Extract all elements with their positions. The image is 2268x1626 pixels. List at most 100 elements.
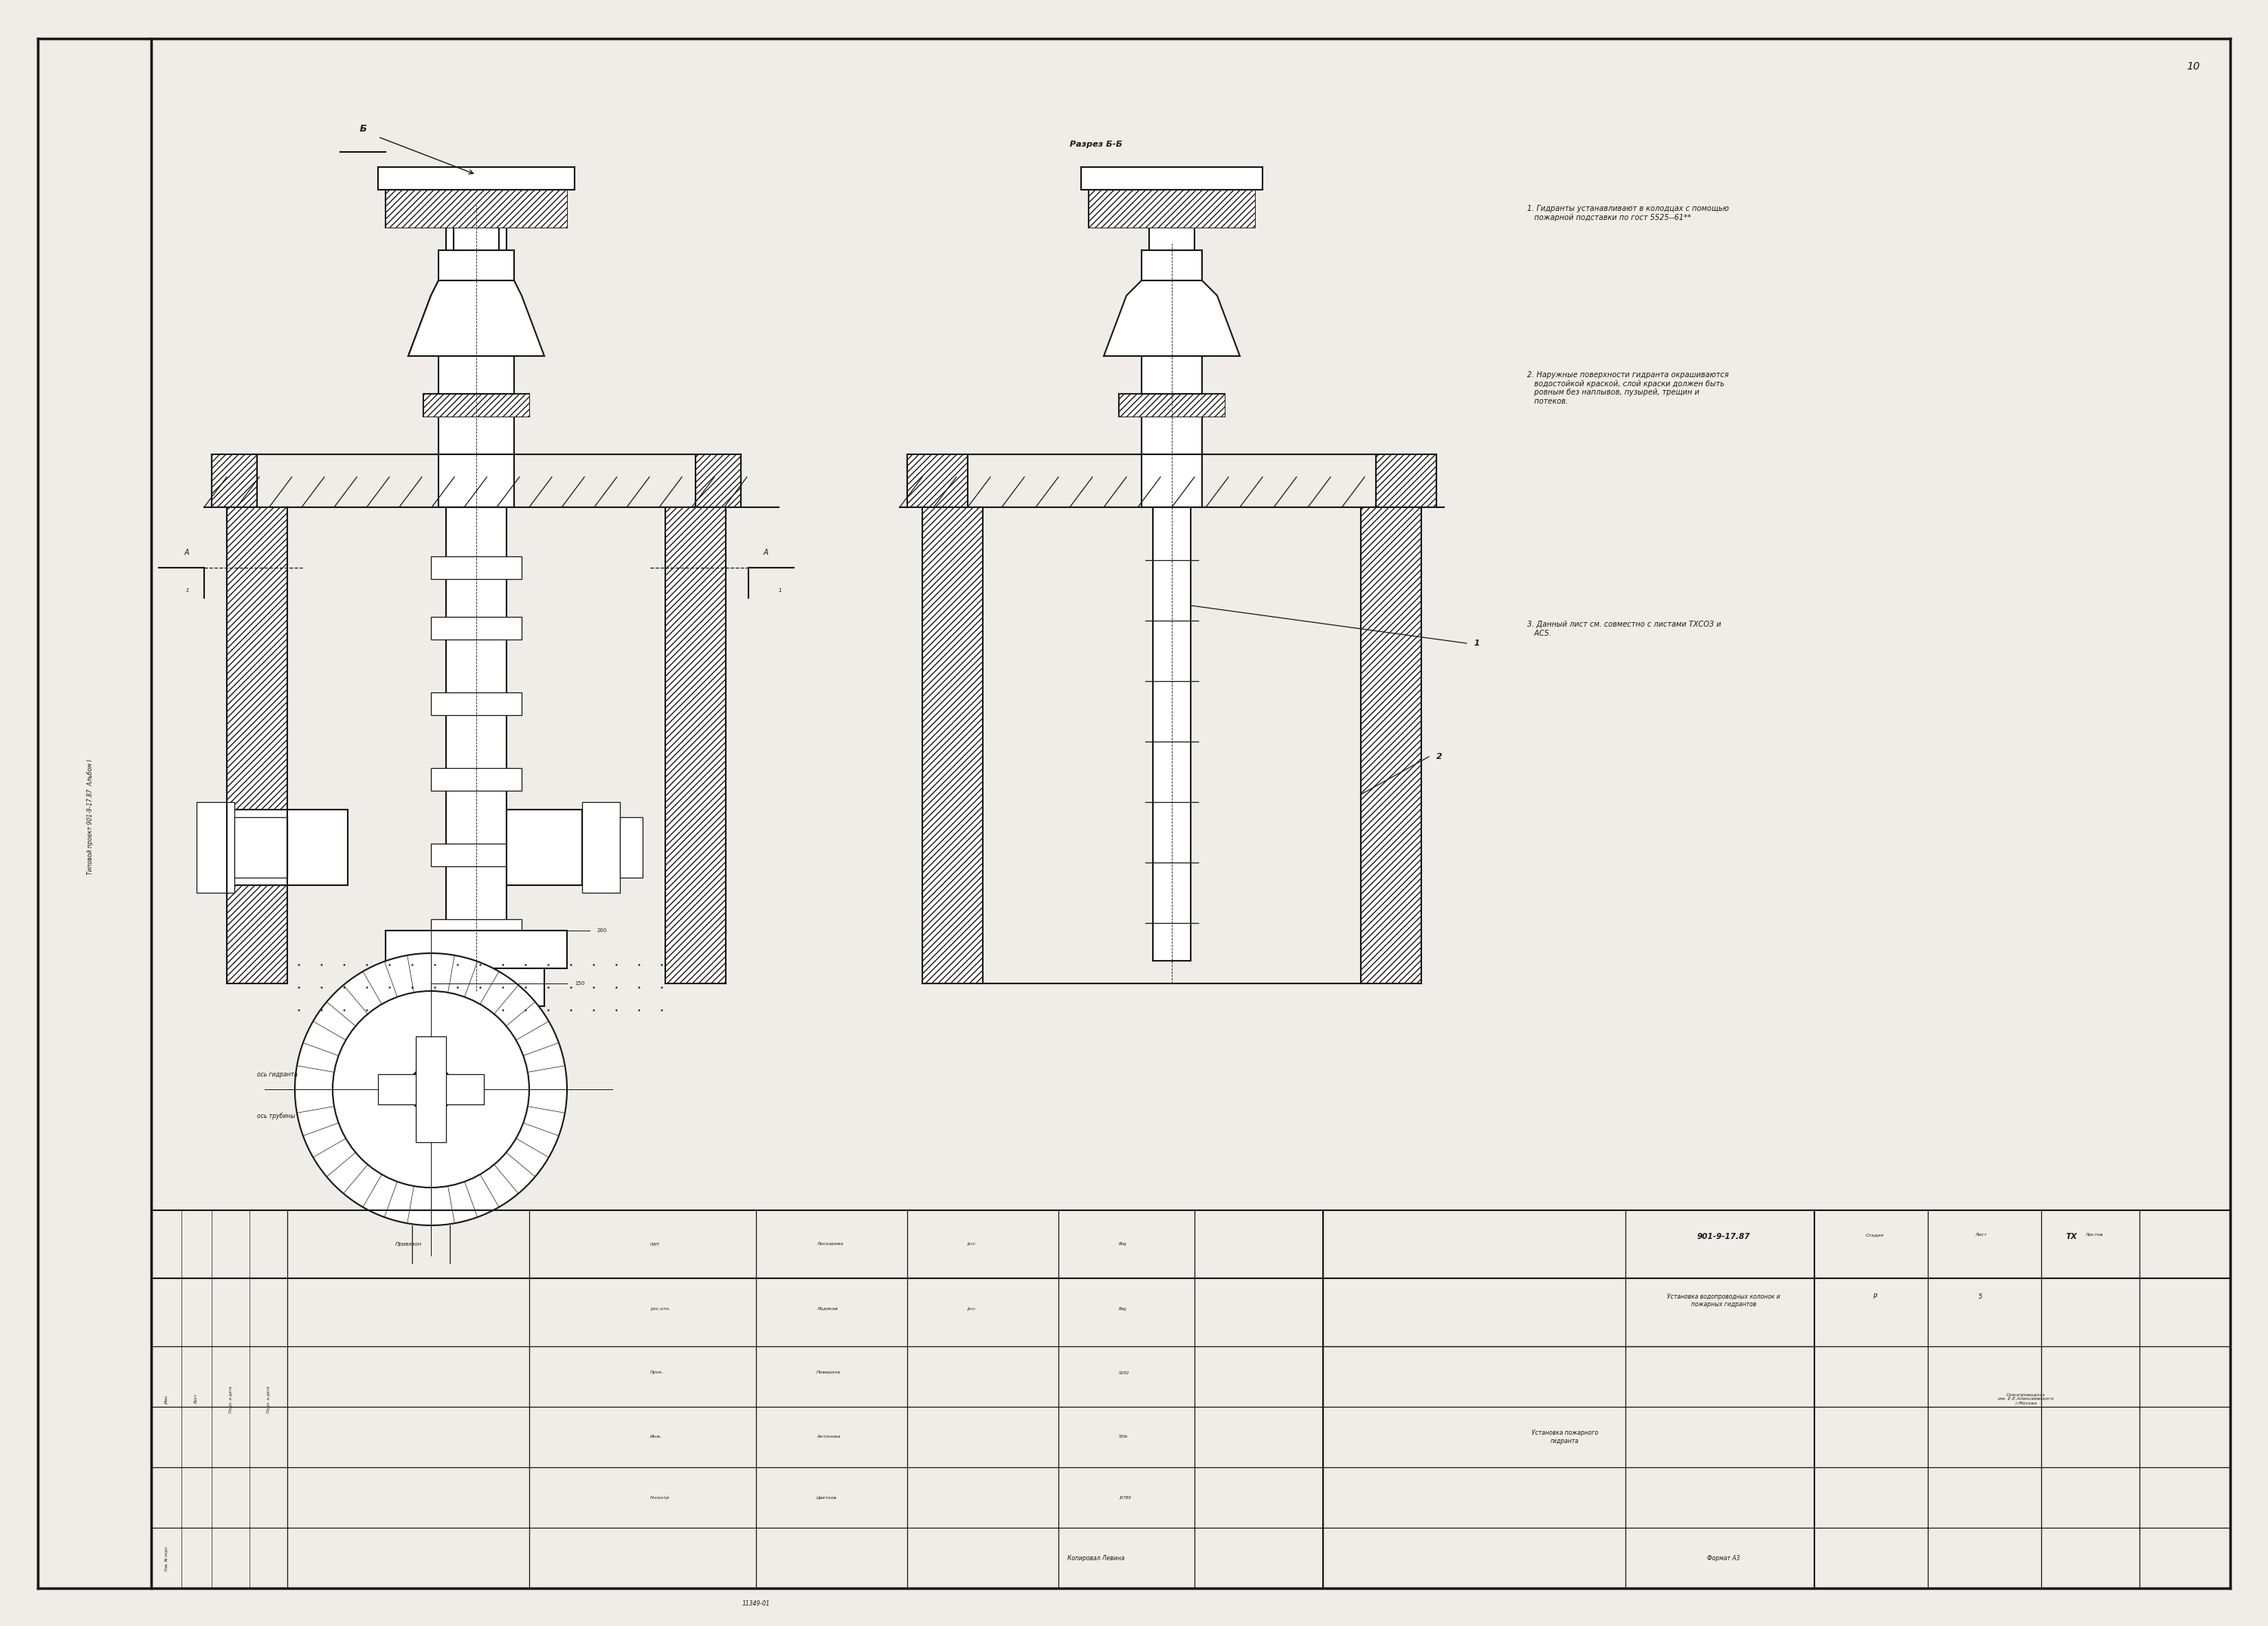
Text: Подп. и дата: Подп. и дата xyxy=(268,1385,270,1413)
Text: ось трубины: ось трубины xyxy=(256,1112,295,1120)
Bar xyxy=(431,556,522,579)
Bar xyxy=(1118,393,1225,416)
Circle shape xyxy=(295,953,567,1226)
Polygon shape xyxy=(1105,280,1241,356)
Bar xyxy=(665,507,726,984)
Bar xyxy=(227,507,288,984)
Text: S250: S250 xyxy=(1118,1371,1129,1374)
Text: А: А xyxy=(184,550,188,556)
Text: ось гидранта: ось гидранта xyxy=(256,1072,297,1078)
Bar xyxy=(438,250,515,280)
Text: 1: 1 xyxy=(778,589,782,592)
Text: 3. Данный лист см. совместно с листами ТХСОЗ и
   АС5.: 3. Данный лист см. совместно с листами Т… xyxy=(1526,621,1721,637)
Bar xyxy=(408,969,544,1006)
Bar xyxy=(197,802,234,893)
Bar xyxy=(1082,167,1263,190)
Text: Нав. № подл.: Нав. № подл. xyxy=(163,1545,168,1571)
Text: 1: 1 xyxy=(1474,639,1481,647)
Text: Цветков: Цветков xyxy=(816,1496,837,1499)
Bar xyxy=(1141,356,1202,393)
Bar xyxy=(583,802,619,893)
Text: Лист: Лист xyxy=(195,1393,200,1405)
Text: Н.контр: Н.контр xyxy=(651,1496,669,1499)
Bar xyxy=(1377,454,1436,507)
Bar xyxy=(211,454,256,507)
Text: Jscc-: Jscc- xyxy=(968,1242,978,1246)
Text: Лист: Лист xyxy=(1975,1233,1987,1237)
Bar xyxy=(424,393,528,416)
Bar xyxy=(227,810,347,885)
Text: 200: 200 xyxy=(596,928,608,933)
Text: 150: 150 xyxy=(574,980,585,985)
Text: А: А xyxy=(764,550,769,556)
Text: Союзпроводхоз
им. Е.Е.Алексеевского
г.Москва: Союзпроводхоз им. Е.Е.Алексеевского г.Мо… xyxy=(1998,1393,2055,1405)
Text: ГИП: ГИП xyxy=(651,1242,660,1246)
Bar xyxy=(619,818,642,878)
Text: Установка пожарного
гидранта: Установка пожарного гидранта xyxy=(1531,1429,1599,1444)
Text: 5: 5 xyxy=(1978,1293,1982,1301)
Text: /0789: /0789 xyxy=(1118,1496,1132,1499)
Text: Типовой проект 901-9-17.87  Альбом I: Типовой проект 901-9-17.87 Альбом I xyxy=(86,759,93,875)
Text: Лискарева: Лискарева xyxy=(816,1242,844,1246)
Text: 2. Наружные поверхности гидранта окрашиваются
   водостойкой краской, слой краск: 2. Наружные поверхности гидранта окрашив… xyxy=(1526,371,1728,405)
Text: Прок.: Прок. xyxy=(651,1371,665,1374)
Text: Лодяков: Лодяков xyxy=(816,1307,837,1311)
Bar xyxy=(386,190,567,228)
Text: Р: Р xyxy=(1873,1293,1878,1301)
Text: Bag: Bag xyxy=(1118,1307,1127,1311)
Bar xyxy=(438,356,515,393)
Bar xyxy=(431,693,522,715)
Bar xyxy=(696,454,742,507)
Bar xyxy=(1089,190,1254,228)
Bar xyxy=(1361,507,1422,984)
Text: Формат А3: Формат А3 xyxy=(1708,1554,1740,1561)
Text: Б: Б xyxy=(358,124,367,135)
Bar xyxy=(1150,228,1195,250)
Text: 11349-01: 11349-01 xyxy=(742,1600,769,1606)
Text: 10: 10 xyxy=(2186,62,2200,72)
Text: 1: 1 xyxy=(186,589,188,592)
Text: Антонова: Антонова xyxy=(816,1436,839,1439)
Text: Установка водопроводных колонок и
пожарных гидрантов: Установка водопроводных колонок и пожарн… xyxy=(1667,1293,1780,1307)
Text: Листов: Листов xyxy=(2084,1233,2102,1237)
Text: 901-9-17.87: 901-9-17.87 xyxy=(1696,1233,1751,1241)
Bar xyxy=(234,818,288,878)
Text: Инж.: Инж. xyxy=(651,1436,662,1439)
Bar xyxy=(1152,273,1191,961)
Bar xyxy=(923,507,982,984)
Bar xyxy=(379,1075,483,1104)
Bar xyxy=(1141,416,1202,507)
Text: Стадия: Стадия xyxy=(1867,1233,1885,1237)
Text: ТХ: ТХ xyxy=(2066,1233,2077,1241)
Bar xyxy=(431,919,522,941)
Bar xyxy=(379,167,574,190)
Bar xyxy=(1118,393,1225,416)
Text: Jscc-: Jscc- xyxy=(968,1307,978,1311)
Bar xyxy=(1141,250,1202,280)
Bar xyxy=(447,228,506,969)
Bar xyxy=(431,767,522,790)
Text: рoc.ото.: рoc.ото. xyxy=(651,1307,671,1311)
Polygon shape xyxy=(408,280,544,356)
Text: Разрез А-А: Разрез А-А xyxy=(358,1086,413,1093)
Text: Изм.: Изм. xyxy=(163,1395,168,1405)
Bar xyxy=(386,930,567,969)
Text: Разрез Б-Б: Разрез Б-Б xyxy=(1070,140,1123,148)
Bar xyxy=(438,416,515,507)
Text: Поверила: Поверила xyxy=(816,1371,841,1374)
Text: Привязон: Привязон xyxy=(395,1242,422,1247)
Bar xyxy=(907,454,968,507)
Bar xyxy=(506,810,583,885)
Text: 1. Гидранты устанавливают в колодцах с помощью
   пожарной подставки по гост 552: 1. Гидранты устанавливают в колодцах с п… xyxy=(1526,205,1728,221)
Circle shape xyxy=(408,1067,454,1112)
Text: S5fe: S5fe xyxy=(1118,1436,1127,1439)
Bar xyxy=(415,1036,447,1141)
Text: Bog: Bog xyxy=(1118,1242,1127,1246)
Bar xyxy=(454,228,499,250)
Bar xyxy=(1089,190,1254,228)
Bar xyxy=(424,393,528,416)
Text: Подп. и дата: Подп. и дата xyxy=(229,1385,231,1413)
Text: 2: 2 xyxy=(1436,753,1442,761)
Bar xyxy=(386,190,567,228)
Circle shape xyxy=(333,990,528,1187)
